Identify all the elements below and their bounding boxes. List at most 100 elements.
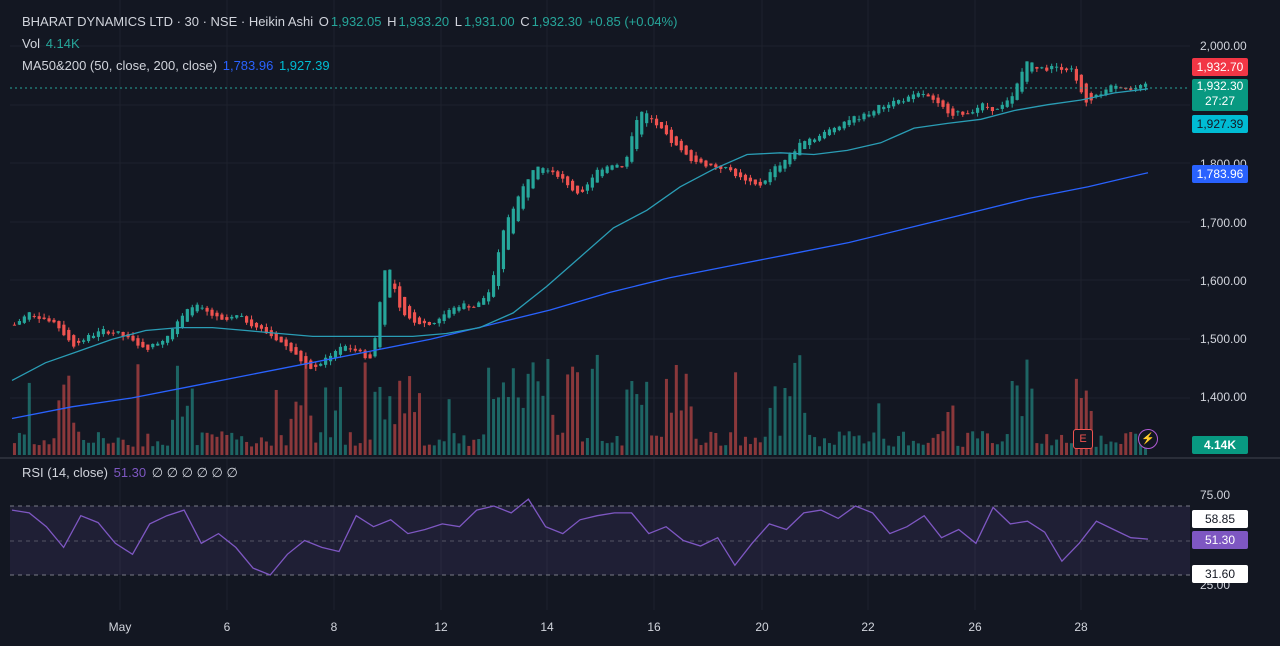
candle-body [467,306,471,308]
volume-bar [131,446,135,455]
candle-body [1059,67,1064,70]
candle-body [615,164,619,168]
earnings-badge[interactable]: E [1073,429,1093,449]
volume-bar [783,387,787,455]
volume-bar [274,389,278,455]
ma-fast-price-tag: 1,927.39 [1192,115,1248,133]
volume-bar [52,438,56,455]
volume-bar [467,445,471,455]
volume-bar [72,422,76,455]
candle-body [378,302,382,348]
candle-body [857,119,861,121]
volume-bar [195,445,199,455]
candle-body [333,351,338,359]
x-tick-6: 6 [223,620,231,634]
candle-body [650,118,654,120]
candle-body [358,349,362,352]
candle-body [57,321,61,329]
candle-body [906,96,911,102]
volume-bar [724,445,728,455]
volume-bar [180,416,184,455]
candle-body [1015,83,1019,100]
low-label: L [454,14,462,29]
y-tick-1700: 1,700.00 [1200,216,1247,230]
volume-bar [902,431,906,455]
ma50-line [11,88,1149,381]
candle-body [501,230,506,270]
candle-body [674,136,678,146]
candle-body [738,172,743,178]
candle-body [151,343,155,348]
candle-body [245,316,249,323]
volume-bar [289,418,293,455]
candle-body [165,335,170,343]
candle-body [827,129,832,136]
candle-body [27,312,31,320]
volume-bar [684,373,688,455]
volume-legend[interactable]: Vol 4.14K [22,36,82,51]
volume-bar [689,406,693,455]
volume-bar [1035,443,1039,455]
volume-bar [758,442,762,455]
volume-bar [506,397,510,455]
candle-body [432,323,436,325]
candle-body [921,94,925,96]
y-tick-1600: 1,600.00 [1200,274,1247,288]
volume-bar [240,436,244,455]
volume-bar [906,445,910,455]
volume-tag: 4.14K [1192,436,1248,454]
x-tick-20: 20 [755,620,769,634]
candle-body [452,307,456,314]
candle-body [1129,88,1133,90]
close-value: 1,932.30 [531,14,583,29]
candle-body [531,170,535,189]
candle-body [985,106,990,108]
volume-bar [447,399,451,455]
volume-bar [472,439,476,455]
volume-bar [822,438,826,455]
candle-body [324,357,328,365]
candle-body [936,97,940,104]
candle-body [561,174,565,179]
volume-bar [961,446,965,455]
rsi-line [11,498,1149,576]
volume-bar [536,381,540,455]
volume-bar [57,400,61,455]
candle-body [511,208,515,234]
volume-bar [1094,446,1098,455]
candle-body [205,307,209,312]
volume-bar [279,435,283,455]
candle-body [131,335,135,341]
rsi-value-tag: 51.30 [1192,531,1248,549]
candle-body [1084,83,1088,103]
volume-bar [976,438,980,455]
candle-body [516,196,520,222]
volume-bar [457,443,461,455]
candle-body [304,356,308,365]
volume-bar [77,431,81,455]
candle-body [393,283,397,289]
candle-body [664,125,669,135]
candle-body [210,309,214,316]
candle-body [1138,85,1143,89]
candle-body [32,315,36,317]
volume-bar [852,436,856,455]
volume-bar [1134,433,1138,455]
candle-body [487,292,491,302]
volume-bar [42,440,46,455]
candle-body [541,168,545,173]
volume-bar [141,446,145,455]
volume-bar [220,431,224,455]
candle-body [1114,85,1118,89]
candle-body [966,113,970,115]
candle-body [659,121,664,129]
candle-body [17,321,22,325]
volume-bar [664,378,668,455]
ma-legend[interactable]: MA50&200 (50, close, 200, close) 1,783.9… [22,58,332,73]
last-price-tag: 1,932.30 27:27 [1192,79,1248,111]
flash-icon[interactable]: ⚡ [1138,429,1158,449]
candle-body [546,170,550,172]
rsi-legend-label: RSI (14, close) [22,465,108,480]
rsi-legend[interactable]: RSI (14, close) 51.30 ∅ ∅ ∅ ∅ ∅ ∅ [22,465,240,481]
